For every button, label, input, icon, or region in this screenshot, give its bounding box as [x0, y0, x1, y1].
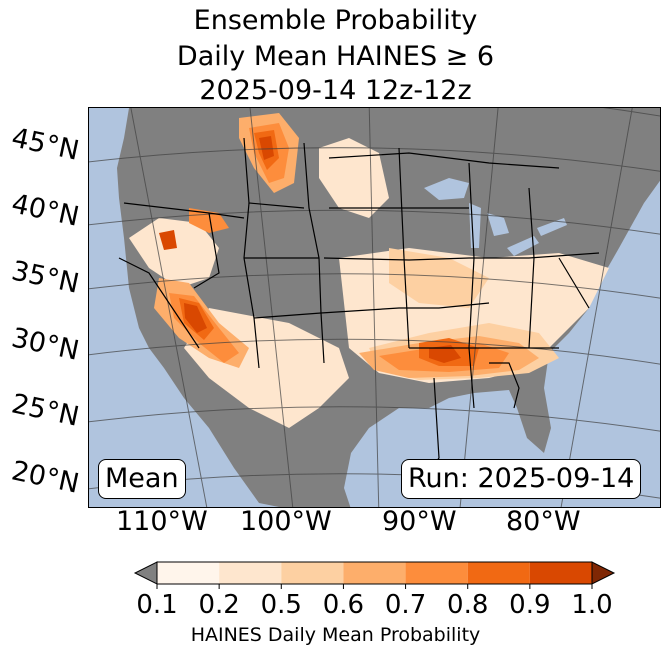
- colorbar-tick-label: 1.0: [571, 590, 613, 620]
- mean-label: Mean: [98, 459, 186, 499]
- colorbar-tick-label: 0.1: [136, 590, 178, 620]
- state-borders: [118, 137, 600, 499]
- run-label: Run: 2025-09-14: [401, 459, 642, 499]
- lon-label-100: 100°W: [240, 506, 332, 537]
- colorbar-tick-label: 0.5: [260, 590, 302, 620]
- colorbar-bin: [467, 562, 530, 584]
- lon-label-90: 90°W: [382, 506, 457, 537]
- title-line-3: 2025-09-14 12z-12z: [199, 75, 472, 106]
- colorbar-bin: [219, 562, 282, 584]
- lon-label-80: 80°W: [506, 506, 581, 537]
- colorbar-tick-label: 0.7: [384, 590, 427, 620]
- title-line-2: Daily Mean HAINES ≥ 6: [176, 41, 495, 72]
- colorbar-bin: [405, 562, 468, 584]
- colorbar-bin: [281, 562, 344, 584]
- colorbar-bin: [529, 562, 592, 584]
- colorbar-tick-label: 0.8: [447, 590, 489, 620]
- map-canvas: [89, 108, 660, 507]
- colorbar-over-arrow: [591, 561, 616, 585]
- title-line-1: Ensemble Probability: [193, 5, 478, 36]
- colorbar-bin: [157, 562, 220, 584]
- lon-label-110: 110°W: [116, 506, 208, 537]
- colorbar-label: HAINES Daily Mean Probability: [190, 624, 481, 646]
- colorbar-bin: [343, 562, 406, 584]
- colorbar-outline: [156, 561, 593, 585]
- great-lakes: [424, 178, 567, 256]
- colorbar-under-arrow: [133, 561, 158, 585]
- probability-map[interactable]: [88, 107, 661, 508]
- colorbar-tick-label: 0.6: [322, 590, 365, 620]
- colorbar-tick-label: 0.2: [198, 590, 240, 620]
- colorbar-tick-label: 0.9: [509, 590, 551, 620]
